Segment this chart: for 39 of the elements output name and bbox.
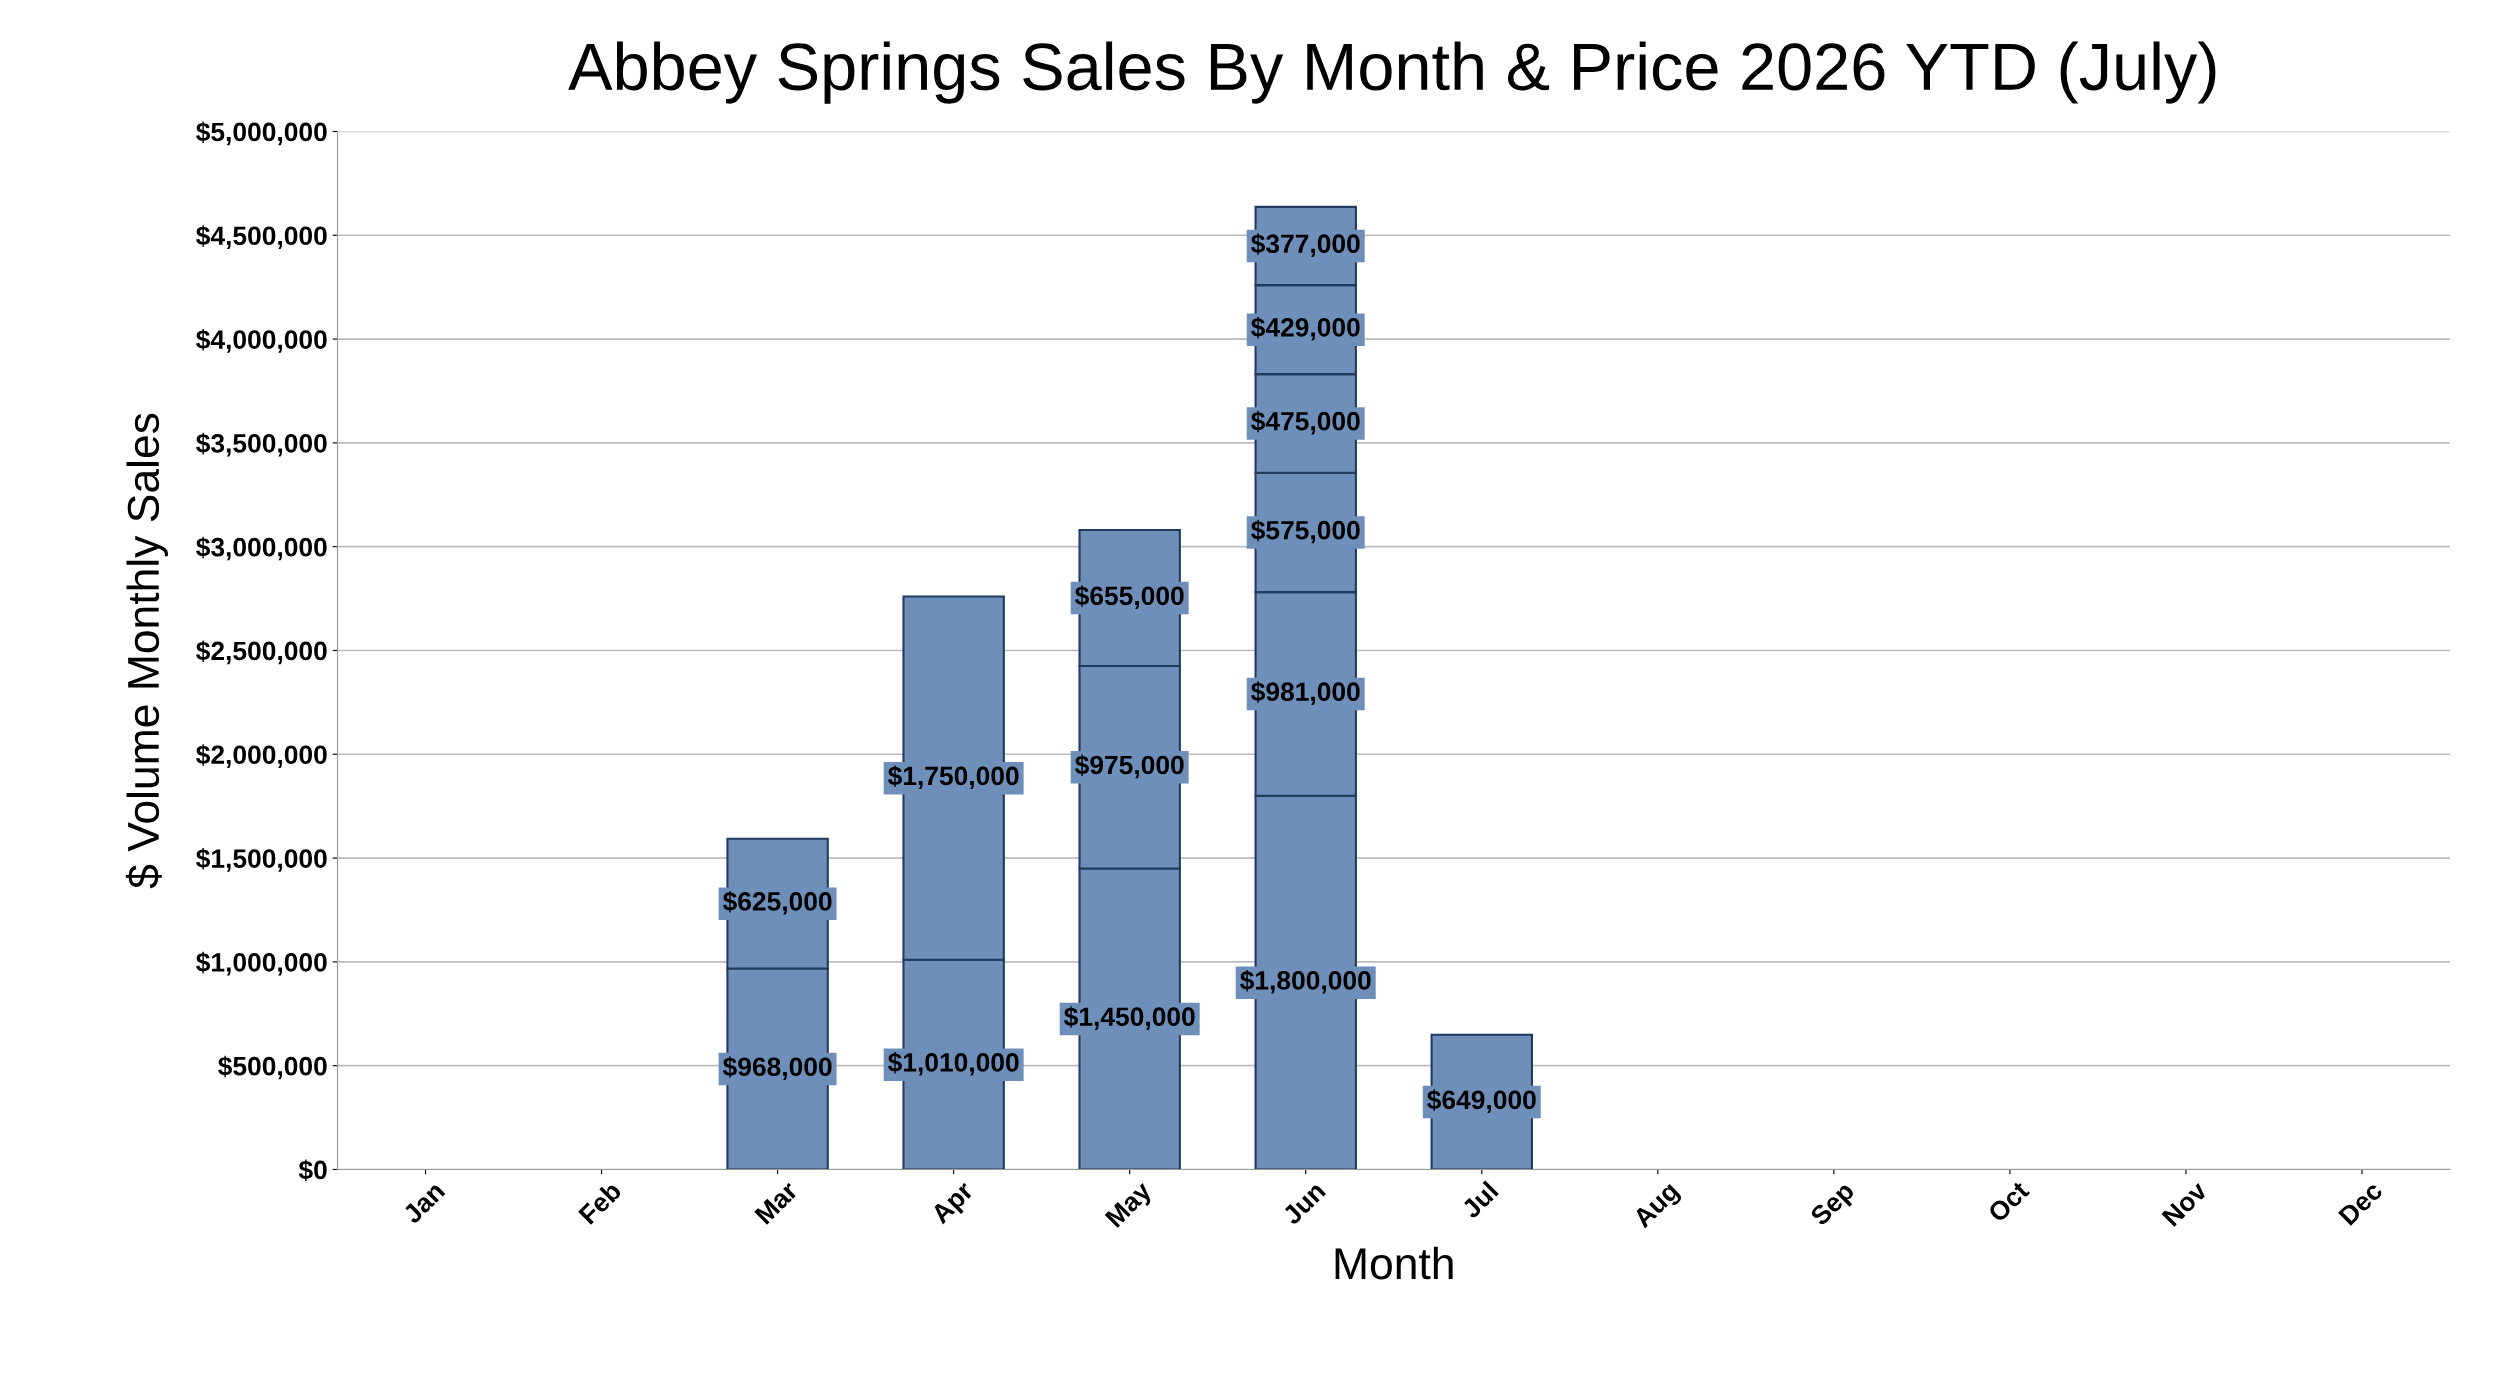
- data-label: $649,000: [1427, 1089, 1536, 1114]
- y-tick-label: $1,500,000: [196, 848, 327, 872]
- data-label: $377,000: [1251, 233, 1360, 257]
- data-label: $1,010,000: [887, 1051, 1019, 1076]
- y-tick-label: $3,000,000: [196, 536, 327, 561]
- y-tick-label: $0: [298, 1159, 327, 1181]
- x-tick-label: Dec: [2338, 1180, 2384, 1226]
- data-label: $655,000: [1075, 585, 1184, 609]
- data-label: $475,000: [1251, 410, 1360, 435]
- x-tick-label: Sep: [1809, 1180, 1859, 1231]
- data-label: $1,450,000: [1064, 1006, 1195, 1030]
- chart-title: Abbey Springs Sales By Month & Price 2026 YTD (July): [568, 41, 2216, 104]
- data-label: $429,000: [1251, 316, 1360, 341]
- y-tick-label: $4,000,000: [196, 329, 327, 353]
- x-tick-label: Mar: [754, 1180, 799, 1225]
- data-label: $1,800,000: [1240, 969, 1371, 994]
- x-tick-label: Nov: [2161, 1179, 2209, 1227]
- x-tick-label: Jun: [1281, 1181, 1327, 1226]
- data-label: $575,000: [1251, 519, 1360, 544]
- x-tick-label: Jul: [1459, 1180, 1499, 1220]
- y-tick-label: $3,500,000: [196, 432, 327, 457]
- y-tick-label: $4,500,000: [196, 225, 327, 249]
- y-tick-label: $2,500,000: [196, 640, 327, 665]
- y-tick-label: $1,000,000: [196, 951, 327, 976]
- y-tick-label: $500,000: [218, 1055, 327, 1080]
- data-label: $625,000: [722, 890, 832, 915]
- y-tick-label: $5,000,000: [196, 121, 327, 146]
- x-tick-label: Oct: [1986, 1179, 2031, 1224]
- x-tick-label: Feb: [577, 1179, 623, 1225]
- data-label: $968,000: [722, 1056, 832, 1080]
- x-tick-label: Jan: [401, 1181, 446, 1225]
- y-tick-label: $2,000,000: [196, 744, 327, 768]
- data-label: $981,000: [1251, 681, 1360, 705]
- x-tick-label: Apr: [930, 1180, 979, 1229]
- x-tick-label: Aug: [1632, 1181, 1684, 1233]
- data-label: $975,000: [1075, 754, 1184, 779]
- y-axis-title: $ Volume Monthly Sales: [125, 413, 168, 889]
- data-label: $1,750,000: [887, 765, 1019, 790]
- x-axis-title: Month: [1335, 1246, 1453, 1280]
